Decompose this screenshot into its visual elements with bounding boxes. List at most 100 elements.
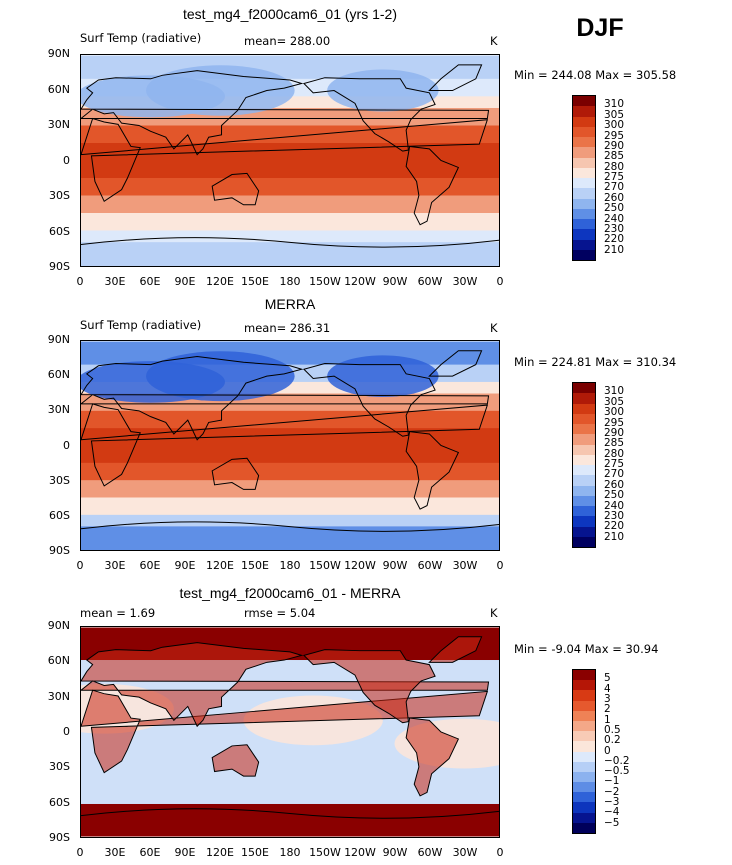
colorbar-tick-label: 270 (604, 181, 625, 194)
colorbar-tick-label: 260 (604, 478, 625, 491)
coastline (81, 117, 489, 203)
colorbar-tick-label: 305 (604, 395, 625, 408)
variable-label: Surf Temp (radiative) (80, 31, 202, 45)
field-band (81, 177, 499, 196)
colorbar-tick-label: 250 (604, 202, 625, 215)
colorbar-tick-label: 285 (604, 437, 625, 450)
colorbar-cell (573, 822, 595, 833)
coastline (211, 744, 260, 777)
x-tick-label: 60E (139, 559, 161, 572)
colorbar-cell (573, 802, 595, 813)
y-tick-label: 0 (63, 438, 70, 452)
colorbar-tick-label: −0.2 (604, 754, 630, 767)
field-band (81, 462, 499, 481)
colorbar-cell (573, 178, 595, 189)
x-tick-label: 180 (279, 559, 301, 572)
colorbar-tick-label: 305 (604, 108, 625, 121)
colorbar-tick-label: 1 (604, 713, 611, 726)
field-anomaly (327, 355, 439, 397)
colorbar-tick-label: 275 (604, 171, 625, 183)
y-tick-label: 60S (49, 224, 70, 238)
field-band (81, 143, 499, 179)
colorbar-cell (573, 690, 595, 701)
field-band (81, 497, 499, 516)
colorbar-cell (573, 710, 595, 721)
colorbar-tick-label: 2 (604, 703, 611, 716)
colorbar-tick-label: 295 (604, 129, 625, 142)
x-tick-label: 90W (382, 559, 408, 572)
colorbar-tick-label: 220 (604, 520, 625, 533)
colorbar-tick-label: −1 (604, 775, 620, 788)
colorbar-cell (573, 454, 595, 465)
y-tick-label: 90S (49, 260, 70, 273)
variable-label: Surf Temp (radiative) (80, 318, 202, 332)
coastline (211, 457, 260, 490)
y-tick-label: 90N (47, 619, 70, 632)
x-tick-label: 0 (76, 846, 84, 859)
colorbar-cell (573, 812, 595, 823)
y-tick-label: 30S (49, 760, 70, 774)
map-plot (80, 54, 500, 267)
colorbar-tick-label: 280 (604, 160, 625, 173)
rmse-label: rmse = 5.04 (244, 606, 316, 620)
field-band (81, 212, 499, 231)
colorbar-cell (573, 137, 595, 148)
field-anomaly (81, 361, 225, 403)
colorbar-cell (573, 249, 595, 260)
y-tick-label: 30S (49, 473, 70, 487)
x-tick-label: 150E (241, 275, 269, 288)
colorbar-cell (573, 106, 595, 117)
mean-label: mean= 288.00 (244, 34, 331, 48)
map-plot (80, 340, 500, 551)
colorbar-tick-label: 295 (604, 416, 625, 429)
colorbar-tick-label: 220 (604, 233, 625, 246)
field-band (81, 526, 499, 550)
colorbar-cell (573, 239, 595, 250)
colorbar-cell (573, 475, 595, 486)
colorbar-cell (573, 126, 595, 137)
x-tick-label: 0 (76, 275, 84, 288)
mean-label: mean= 286.31 (244, 321, 331, 335)
coastline (81, 237, 499, 248)
x-tick-label: 90E (174, 275, 196, 288)
colorbar-cell (573, 219, 595, 230)
colorbar-tick-label: −2 (604, 785, 620, 798)
colorbar-tick-label: 310 (604, 385, 625, 398)
x-tick-label: 120W (344, 846, 376, 859)
x-tick-label: 150E (241, 559, 269, 572)
coastline (211, 172, 260, 206)
field-anomaly (81, 75, 225, 118)
field-band (81, 230, 499, 243)
units-label: K (490, 606, 498, 620)
coastline (81, 642, 490, 728)
colorbar-cell (573, 751, 595, 762)
y-tick-label: 90S (49, 544, 70, 557)
x-tick-label: 90E (174, 846, 196, 859)
field-band (81, 195, 499, 214)
y-tick-label: 30N (47, 689, 70, 703)
panel-title: test_mg4_f2000cam6_01 (yrs 1-2) (183, 6, 397, 22)
map-field (81, 55, 499, 266)
y-tick-label: 60S (49, 508, 70, 522)
colorbar-tick-label: 310 (604, 98, 625, 111)
field-anomaly (327, 69, 439, 112)
min-max-label: Min = 224.81 Max = 310.34 (514, 355, 677, 369)
x-tick-label: 0 (496, 275, 504, 288)
season-label: DJF (576, 14, 624, 42)
colorbar-tick-label: 280 (604, 447, 625, 460)
map-plot (80, 626, 500, 838)
colorbar-cell (573, 198, 595, 209)
field-band (81, 242, 499, 266)
x-tick-label: 30E (104, 846, 126, 859)
colorbar-tick-label: 275 (604, 458, 625, 470)
coastline (428, 350, 483, 377)
colorbar-tick-label: 0.5 (604, 723, 621, 736)
map-field (81, 341, 499, 550)
field-band (81, 514, 499, 527)
y-tick-label: 90S (49, 831, 70, 844)
colorbar-tick-label: 260 (604, 191, 625, 204)
colorbar-cell (573, 444, 595, 455)
colorbar-tick-label: 230 (604, 509, 625, 522)
x-tick-label: 120E (206, 846, 234, 859)
y-tick-label: 90N (47, 47, 70, 60)
